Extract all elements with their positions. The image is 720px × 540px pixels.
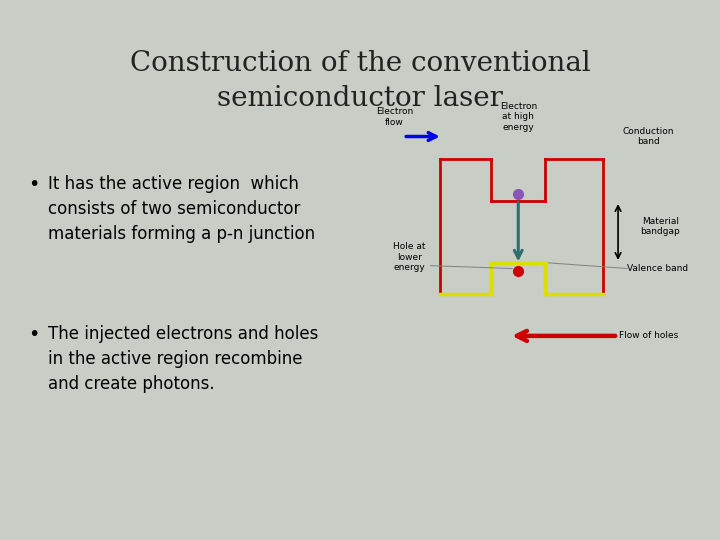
Text: It has the active region  which
consists of two semiconductor
materials forming : It has the active region which consists … (48, 175, 315, 243)
Text: •: • (28, 175, 40, 194)
Text: •: • (28, 325, 40, 344)
Text: The injected electrons and holes
in the active region recombine
and create photo: The injected electrons and holes in the … (48, 325, 318, 393)
Text: Flow of holes: Flow of holes (618, 332, 678, 340)
Text: Conduction
band: Conduction band (623, 127, 674, 146)
Text: Material
bandgap: Material bandgap (641, 217, 680, 236)
Text: Electron
at high
energy: Electron at high energy (500, 102, 537, 132)
Text: Construction of the conventional
semiconductor laser: Construction of the conventional semicon… (130, 50, 590, 112)
Text: Valence band: Valence band (627, 264, 688, 273)
Text: Electron
flow: Electron flow (376, 107, 413, 126)
Text: Hole at
lower
energy: Hole at lower energy (393, 242, 426, 272)
